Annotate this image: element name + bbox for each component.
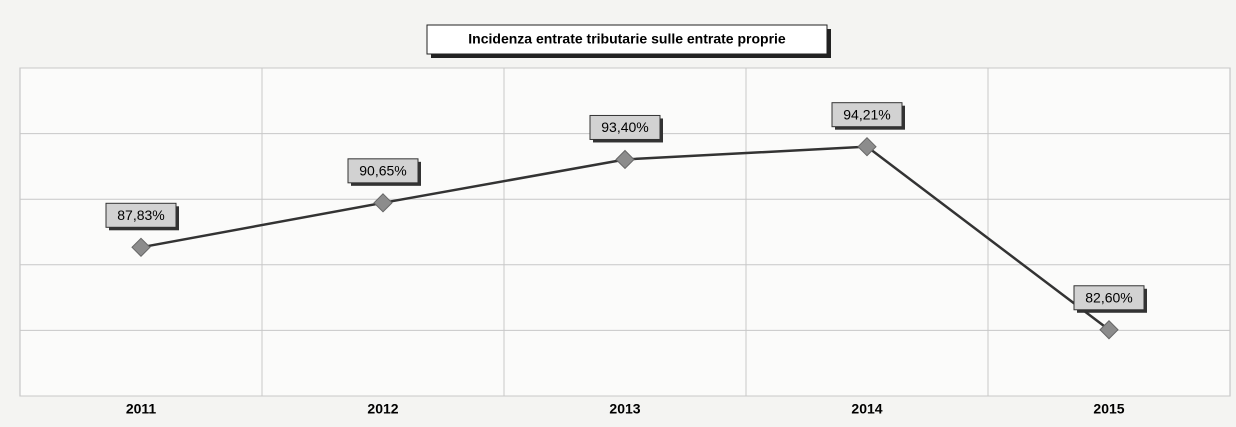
marker	[615, 149, 635, 170]
label-box	[589, 114, 661, 140]
x-tick-label: 2014	[851, 401, 882, 417]
data-label: 87,83%	[117, 207, 164, 223]
x-tick-label: 2012	[367, 401, 398, 417]
label-box	[831, 102, 903, 128]
marker	[857, 136, 877, 157]
label-box	[347, 158, 419, 184]
marker	[1099, 320, 1119, 340]
label-box	[1073, 285, 1145, 311]
data-label: 90,65%	[359, 163, 406, 179]
title-box	[426, 24, 828, 55]
marker	[131, 237, 151, 258]
x-tick-label: 2015	[1093, 401, 1124, 417]
marker	[373, 193, 393, 213]
label-box	[105, 202, 177, 228]
data-label: 94,21%	[843, 106, 890, 122]
data-label: 93,40%	[601, 119, 648, 135]
data-label: 82,60%	[1085, 289, 1132, 305]
grid	[20, 67, 1230, 397]
chart-title: Incidenza entrate tributarie sulle entra…	[468, 31, 786, 47]
x-tick-label: 2013	[609, 401, 640, 417]
x-tick-label: 2011	[126, 401, 157, 417]
